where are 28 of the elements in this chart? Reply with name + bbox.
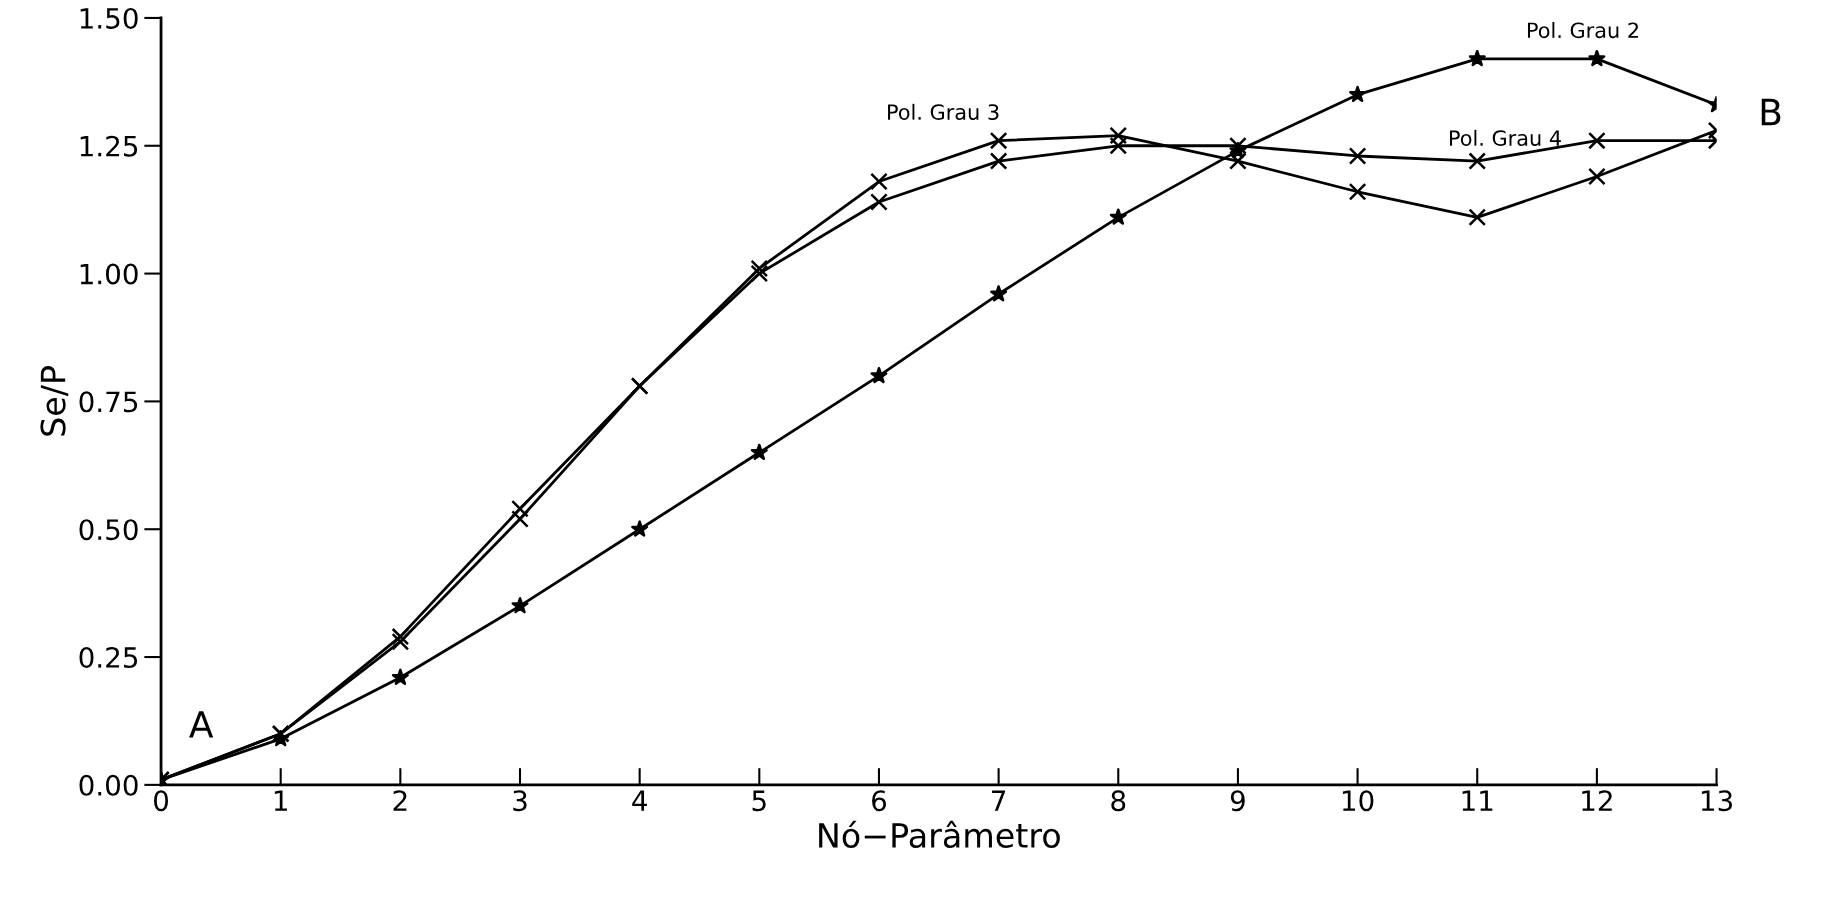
annotation: B [1761, 98, 1781, 126]
x-tick-label: 2 [393, 790, 407, 811]
y-tick-label: 1.50 [80, 7, 138, 29]
y-axis-title: Se/P [40, 366, 69, 436]
y-tick-label: 0.25 [79, 646, 138, 668]
x-tick-label: 10 [1342, 790, 1374, 812]
annotation: A [189, 711, 214, 738]
series-label: Pol. Grau 2 [1527, 22, 1638, 39]
x-tick-label: 0 [154, 790, 169, 812]
x-tick-label: 13 [1701, 790, 1732, 812]
series-label: Pol. Grau 4 [1449, 129, 1561, 146]
x-tick-label: 11 [1462, 790, 1493, 811]
y-tick-label: 0.75 [79, 391, 138, 413]
x-axis-title: Nó−Parâmetro [819, 820, 1060, 848]
y-tick-label: 1.00 [80, 263, 138, 285]
x-tick-label: 4 [632, 790, 647, 811]
x-tick-label: 9 [1230, 790, 1245, 812]
x-tick-label: 6 [872, 790, 887, 812]
y-tick-label: 1.25 [80, 135, 138, 157]
y-tick-label: 0.00 [79, 774, 138, 796]
series-label: Pol. Grau 3 [888, 103, 999, 120]
x-tick-label: 3 [513, 790, 527, 812]
x-tick-label: 8 [1111, 790, 1126, 812]
x-tick-label: 12 [1582, 790, 1612, 811]
x-tick-label: 7 [992, 790, 1006, 811]
x-tick-label: 5 [752, 790, 766, 812]
x-tick-label: 1 [274, 790, 287, 811]
y-tick-label: 0.50 [79, 519, 138, 541]
